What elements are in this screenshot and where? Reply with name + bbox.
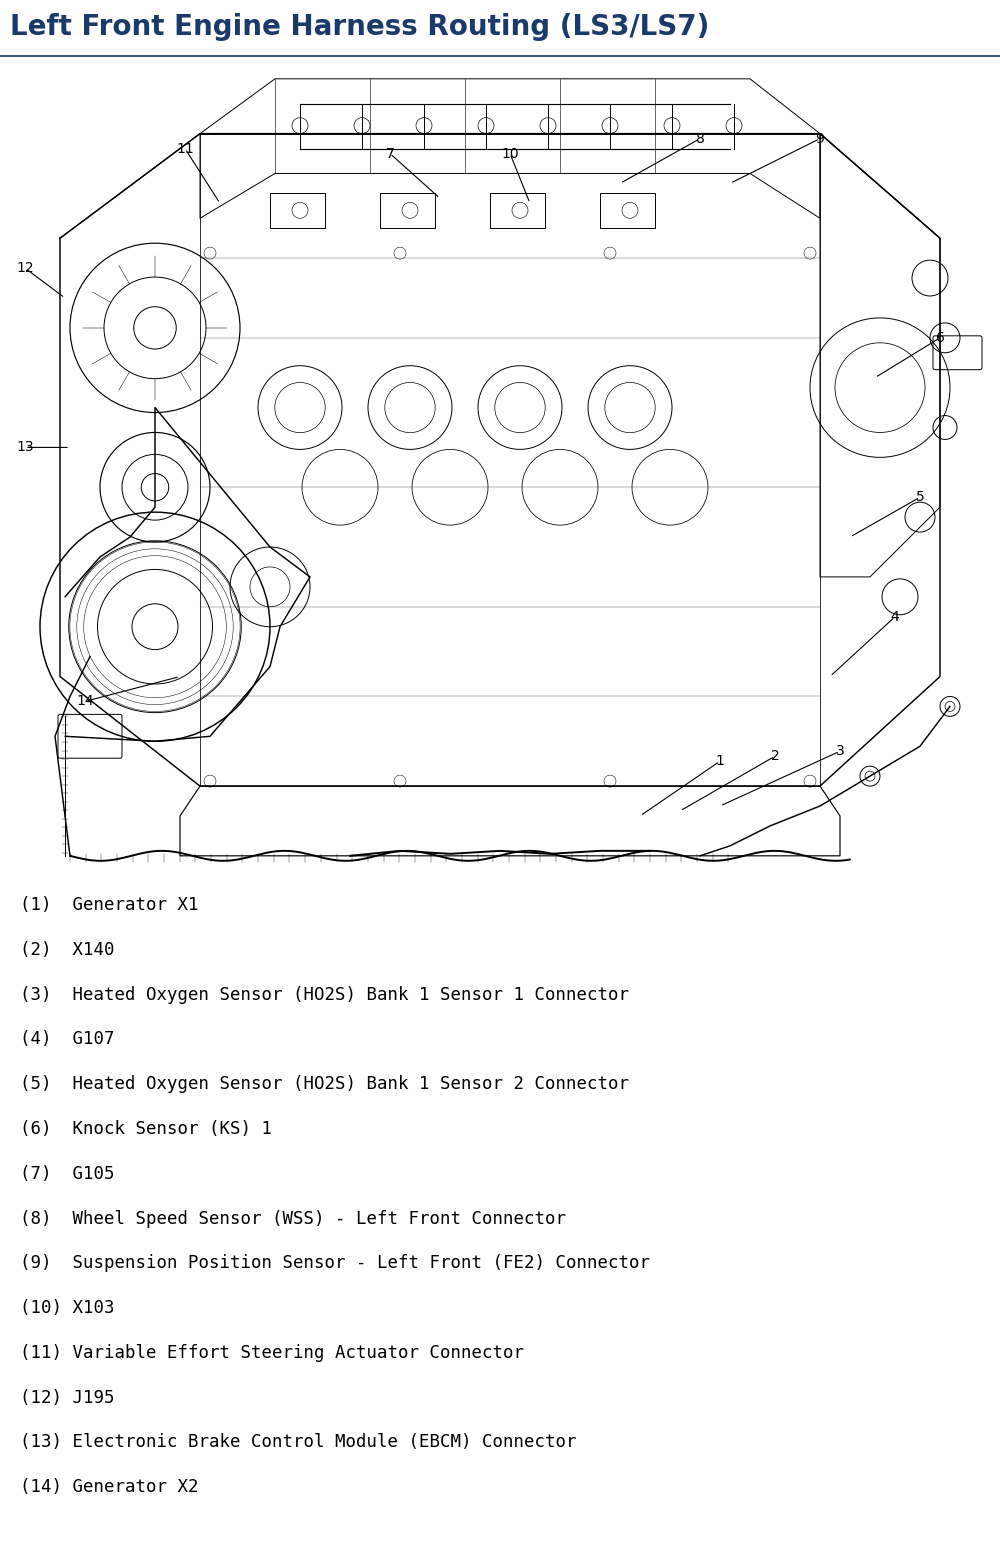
Text: (1)  Generator X1: (1) Generator X1 <box>20 896 198 914</box>
Text: (3)  Heated Oxygen Sensor (HO2S) Bank 1 Sensor 1 Connector: (3) Heated Oxygen Sensor (HO2S) Bank 1 S… <box>20 986 629 1003</box>
Text: 12: 12 <box>16 260 34 274</box>
Text: (13) Electronic Brake Control Module (EBCM) Connector: (13) Electronic Brake Control Module (EB… <box>20 1434 576 1451</box>
Text: 11: 11 <box>176 141 194 155</box>
Text: 6: 6 <box>936 330 944 344</box>
Text: (6)  Knock Sensor (KS) 1: (6) Knock Sensor (KS) 1 <box>20 1121 272 1138</box>
Bar <box>600 194 655 228</box>
Bar <box>490 194 545 228</box>
Text: (12) J195: (12) J195 <box>20 1389 114 1407</box>
Text: Left Front Engine Harness Routing (LS3/LS7): Left Front Engine Harness Routing (LS3/L… <box>10 12 709 40</box>
Text: 5: 5 <box>916 490 924 504</box>
Text: (14) Generator X2: (14) Generator X2 <box>20 1479 198 1496</box>
Text: (2)  X140: (2) X140 <box>20 941 114 959</box>
Text: 3: 3 <box>836 744 844 758</box>
Text: (5)  Heated Oxygen Sensor (HO2S) Bank 1 Sensor 2 Connector: (5) Heated Oxygen Sensor (HO2S) Bank 1 S… <box>20 1076 629 1093</box>
Bar <box>380 194 435 228</box>
Text: 2: 2 <box>771 749 779 763</box>
Text: (7)  G105: (7) G105 <box>20 1164 114 1183</box>
Text: (11) Variable Effort Steering Actuator Connector: (11) Variable Effort Steering Actuator C… <box>20 1344 524 1362</box>
Text: (9)  Suspension Position Sensor - Left Front (FE2) Connector: (9) Suspension Position Sensor - Left Fr… <box>20 1254 650 1273</box>
Text: 1: 1 <box>716 755 724 769</box>
Text: 9: 9 <box>816 132 824 146</box>
Text: 7: 7 <box>386 147 394 161</box>
Text: 10: 10 <box>501 147 519 161</box>
Text: 13: 13 <box>16 440 34 454</box>
Text: 14: 14 <box>76 694 94 708</box>
Text: (10) X103: (10) X103 <box>20 1299 114 1317</box>
Text: (4)  G107: (4) G107 <box>20 1031 114 1048</box>
Text: 8: 8 <box>696 132 704 146</box>
Text: 4: 4 <box>891 609 899 623</box>
Bar <box>270 194 325 228</box>
Text: (8)  Wheel Speed Sensor (WSS) - Left Front Connector: (8) Wheel Speed Sensor (WSS) - Left Fron… <box>20 1209 566 1228</box>
